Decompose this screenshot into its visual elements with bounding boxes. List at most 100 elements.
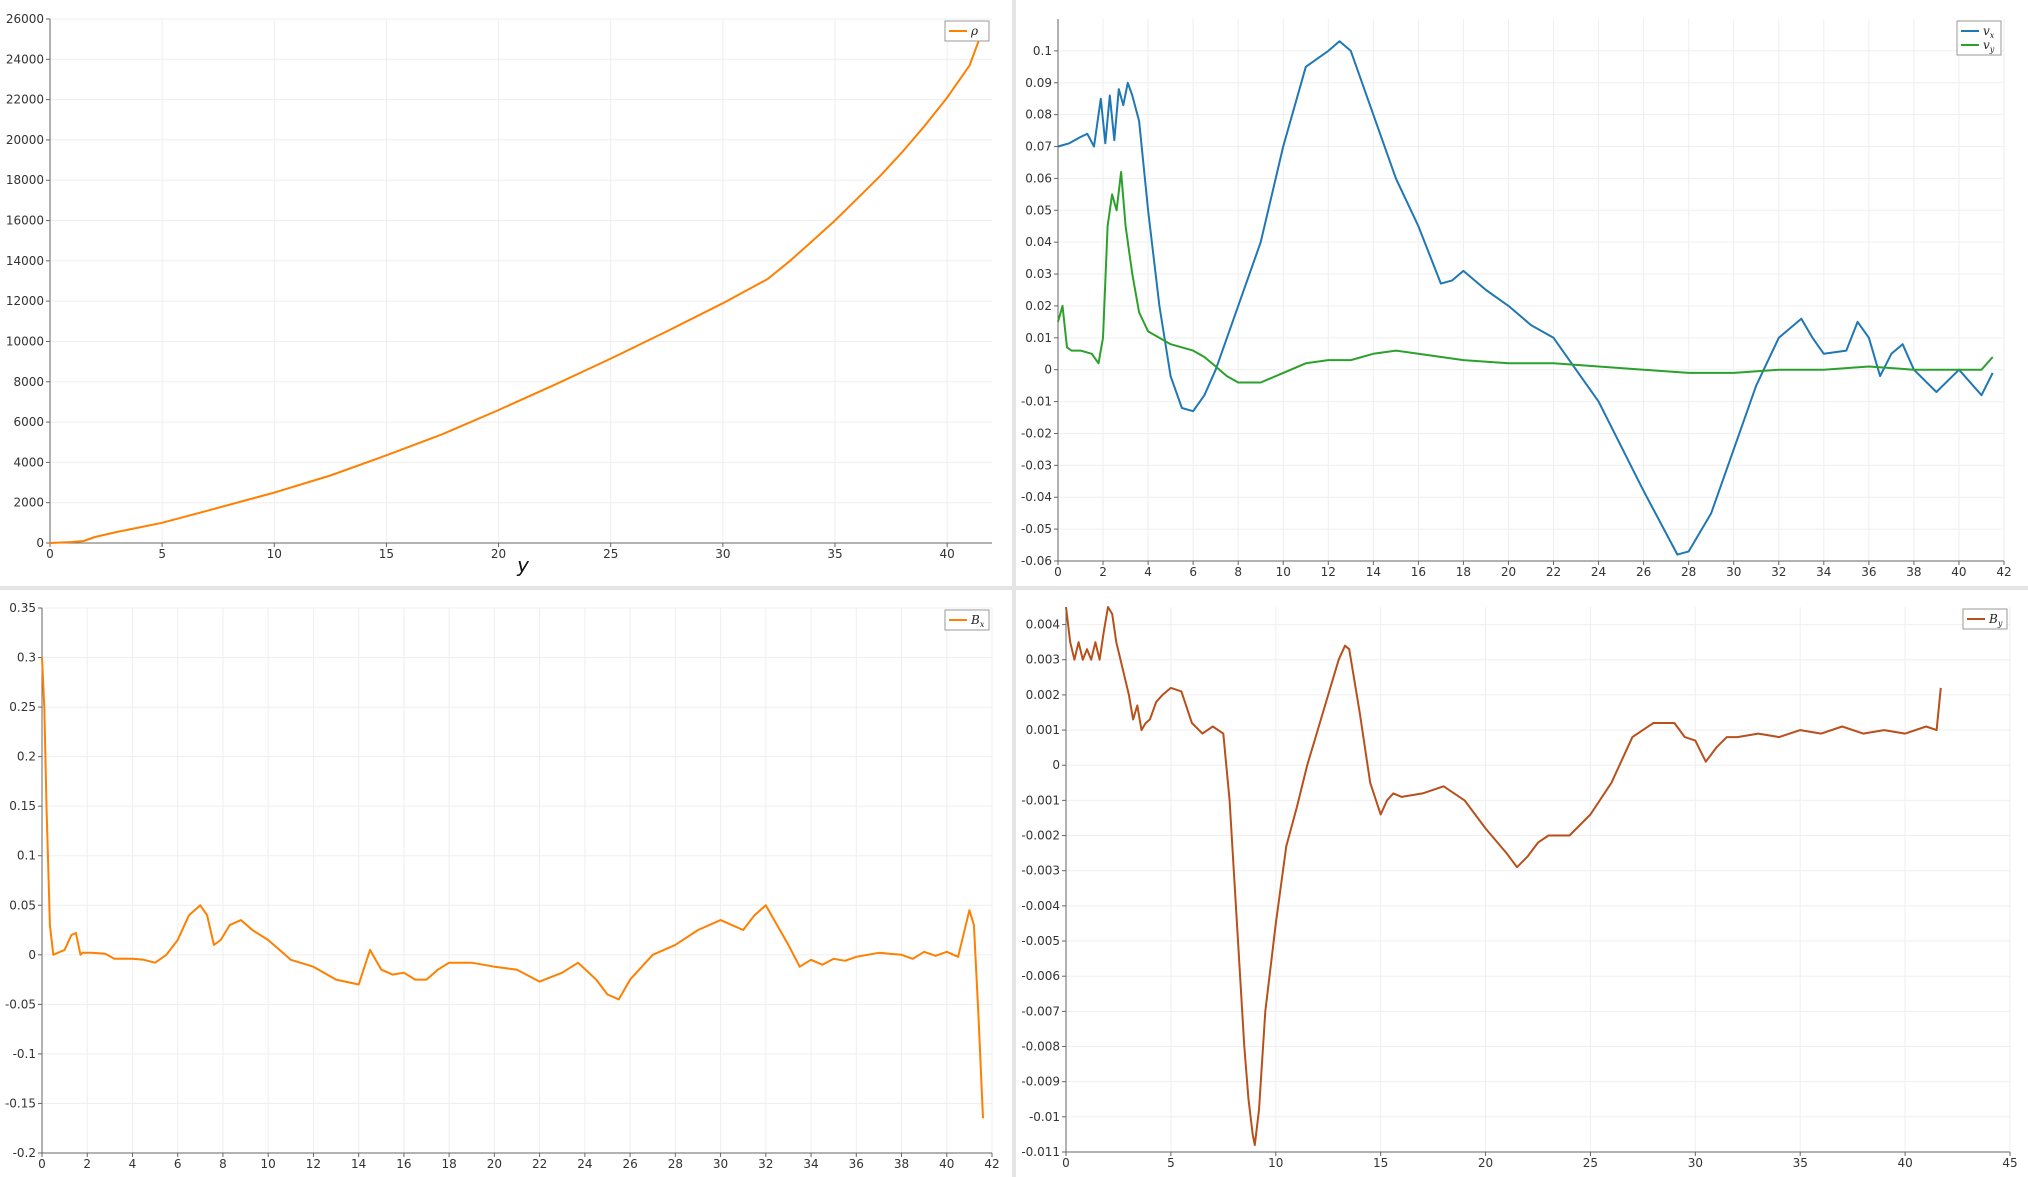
x-tick-label: 15 [379, 547, 394, 561]
y-tick-label: 0.004 [1026, 618, 1060, 632]
x-tick-label: 40 [939, 1157, 954, 1171]
x-tick-label: 35 [827, 547, 842, 561]
x-tick-label: 4 [1144, 565, 1152, 579]
y-tick-label: 0 [36, 536, 44, 550]
x-tick-label: 40 [1951, 565, 1966, 579]
by-chart-svg: 0 5 10 15 20 25 30 35 40 45 -0.011 -0.01 -0.009 -0.00… [1021, 606, 2018, 1170]
y-tick-label: 0.1 [17, 849, 36, 863]
x-tick-label: 35 [1793, 1156, 1808, 1170]
y-tick-label: 6000 [13, 415, 44, 429]
panel-divider-horizontal [0, 586, 2028, 590]
y-tick-label: -0.001 [1021, 793, 1060, 807]
x-tick-label: 38 [1906, 565, 1921, 579]
series-line-by-0 [1065, 606, 1942, 1146]
legend-box [1956, 20, 2002, 56]
y-tick-label: 0.01 [1025, 331, 1052, 345]
x-tick-label: 36 [849, 1157, 864, 1171]
y-tick-label: -0.15 [5, 1096, 36, 1110]
x-tick-label: 18 [1456, 565, 1471, 579]
x-tick-label: 34 [1816, 565, 1831, 579]
x-tick-label: 22 [1546, 565, 1561, 579]
y-tick-label: -0.002 [1021, 829, 1060, 843]
y-tick-label: 16000 [6, 214, 44, 228]
y-tick-label: 12000 [6, 294, 44, 308]
x-tick-label: 24 [1591, 565, 1606, 579]
x-tick-label: 10 [1276, 565, 1291, 579]
y-tick-label: -0.004 [1021, 899, 1060, 913]
x-tick-label: 30 [1726, 565, 1741, 579]
y-tick-label: -0.003 [1021, 864, 1060, 878]
y-tick-label: 0.35 [9, 601, 36, 615]
x-tick-label: 20 [1478, 1156, 1493, 1170]
x-tick-label: 20 [487, 1157, 502, 1171]
y-tick-label: -0.01 [1029, 1110, 1060, 1124]
x-tick-label: 42 [1996, 565, 2011, 579]
legend-label-subscript: x [1990, 31, 1995, 40]
y-tick-label: 0.08 [1025, 108, 1052, 122]
x-tick-label: 20 [491, 547, 506, 561]
y-tick-label: 0.03 [1025, 267, 1052, 281]
legend-label: ρ [970, 24, 978, 38]
y-tick-label: 24000 [6, 52, 44, 66]
y-tick-label: 0.001 [1026, 723, 1060, 737]
velocity-chart-panel: 0 2 4 6 8 10 12 14 16 18 20 22 24 26 28 30 32 34 36 38 40 42-… [1016, 0, 2028, 586]
x-tick-label: 20 [1501, 565, 1516, 579]
y-tick-label: -0.04 [1021, 490, 1052, 504]
legend-label-main: v [1983, 24, 1990, 38]
y-tick-label: 4000 [13, 455, 44, 469]
y-tick-label: 10000 [6, 334, 44, 348]
x-tick-label: 16 [396, 1157, 411, 1171]
y-tick-label: 14000 [6, 254, 44, 268]
y-tick-label: 0.1 [1033, 44, 1052, 58]
rho-chart-svg: 0 5 10 15 20 25 30 35 40 0 2000 4000 6000 8000 10000 12… [6, 12, 992, 577]
legend-label-main: v [1983, 38, 1990, 52]
y-tick-label: 2000 [13, 496, 44, 510]
y-tick-label: 8000 [13, 375, 44, 389]
y-tick-label: -0.05 [5, 997, 36, 1011]
y-tick-label: -0.006 [1021, 969, 1060, 983]
x-tick-label: 5 [1167, 1156, 1175, 1170]
y-tick-label: -0.1 [13, 1047, 36, 1061]
y-tick-label: -0.2 [13, 1146, 36, 1160]
bx-chart-svg: 0 2 4 6 8 10 12 14 16 18 20 22 24 26 28 30 32 34 36 38 40 42-… [5, 601, 1000, 1171]
y-tick-label: -0.007 [1021, 1004, 1060, 1018]
legend-label-main: B [970, 613, 980, 627]
series-line-bx-0 [41, 657, 984, 1119]
y-tick-label: -0.06 [1021, 554, 1052, 568]
series-line-v-1 [1057, 171, 1994, 384]
legend-label: vy [1983, 38, 1995, 54]
y-tick-label: -0.01 [1021, 395, 1052, 409]
x-tick-label: 25 [603, 547, 618, 561]
x-tick-label: 18 [442, 1157, 457, 1171]
y-tick-label: -0.02 [1021, 426, 1052, 440]
x-tick-label: 0 [1062, 1156, 1070, 1170]
x-tick-label: 8 [219, 1157, 227, 1171]
y-tick-label: 0 [1052, 758, 1060, 772]
x-tick-label: 12 [306, 1157, 321, 1171]
x-tick-label: 26 [622, 1157, 637, 1171]
y-tick-label: -0.05 [1021, 522, 1052, 536]
legend-label: Bx [970, 613, 985, 629]
x-tick-label: 22 [532, 1157, 547, 1171]
x-tick-label: 32 [758, 1157, 773, 1171]
x-tick-label: 42 [984, 1157, 999, 1171]
x-tick-label: 45 [2002, 1156, 2017, 1170]
y-tick-label: 0.002 [1026, 688, 1060, 702]
x-tick-label: 10 [267, 547, 282, 561]
x-tick-label: 28 [1681, 565, 1696, 579]
x-tick-label: 32 [1771, 565, 1786, 579]
y-tick-label: 0.15 [9, 799, 36, 813]
x-tick-label: 30 [715, 547, 730, 561]
y-tick-label: 18000 [6, 173, 44, 187]
legend-label-subscript: y [1997, 619, 2003, 628]
y-tick-label: 0.04 [1025, 235, 1052, 249]
y-tick-label: 0.02 [1025, 299, 1052, 313]
x-tick-label: 6 [174, 1157, 182, 1171]
v-chart-svg: 0 2 4 6 8 10 12 14 16 18 20 22 24 26 28 30 32 34 36 38 40 42-… [1021, 19, 2012, 579]
legend-label-main: ρ [970, 24, 978, 38]
legend-label-subscript: y [1989, 45, 1995, 54]
y-tick-label: 0 [28, 948, 36, 962]
x-tick-label: 0 [46, 547, 54, 561]
y-tick-label: -0.008 [1021, 1040, 1060, 1054]
